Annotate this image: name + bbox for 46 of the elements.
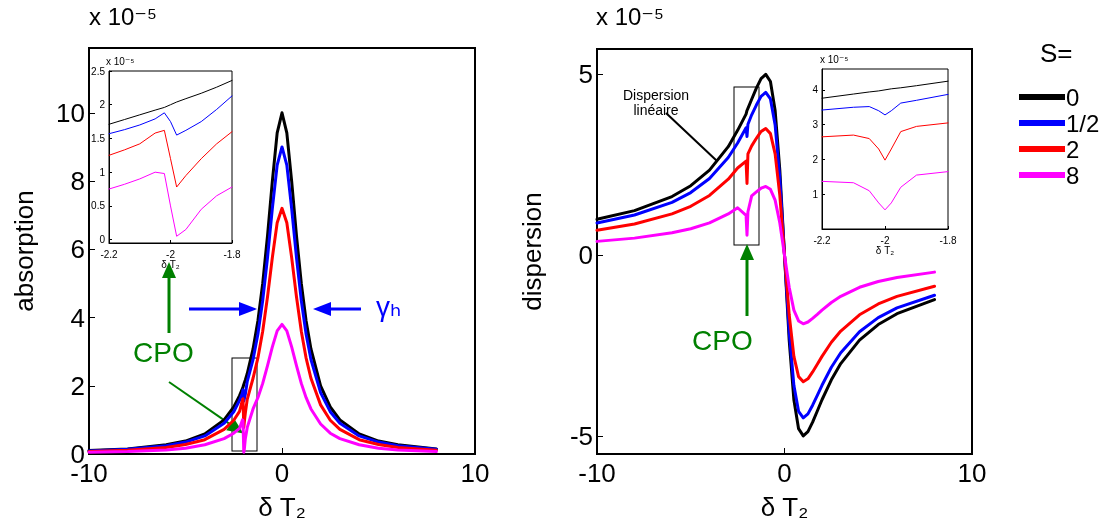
x-tick-label: -2.2 xyxy=(100,248,119,260)
y-tick-label: 10 xyxy=(56,97,85,128)
y-tick-label: 4 xyxy=(70,302,85,333)
x-tick-label: -2 xyxy=(166,248,176,260)
legend-label: 8 xyxy=(1066,161,1080,189)
x-axis-title: δ T₂ xyxy=(258,492,306,522)
y-tick-label: 2 xyxy=(70,370,85,401)
y-tick-label: 5 xyxy=(578,59,593,90)
legend-label: 1/2 xyxy=(1066,109,1100,137)
y-tick-label: 2 xyxy=(99,99,106,111)
y-axis-title: absorption xyxy=(9,190,39,312)
text: x 10⁻⁵ xyxy=(89,3,157,30)
x-tick-label: 10 xyxy=(957,458,987,488)
x-tick-label: -2 xyxy=(880,234,890,246)
annotation: CPO xyxy=(133,337,194,368)
y-tick-label: 8 xyxy=(70,166,85,197)
y-tick-label: 1 xyxy=(99,166,106,178)
x-axis-title: δ T₂ xyxy=(161,259,180,271)
legend-label: 0 xyxy=(1066,83,1080,111)
x-tick-label: -1.8 xyxy=(939,234,958,246)
annotation: x 10⁻⁵ xyxy=(106,56,135,68)
y-tick-label: 6 xyxy=(70,234,85,265)
x-tick-label: 10 xyxy=(460,458,490,488)
y-axis-title: dispersion xyxy=(517,192,547,311)
x-axis-title: δ T₂ xyxy=(875,245,895,257)
annotation: x 10⁻⁵ xyxy=(820,54,849,66)
x-tick-label: 0 xyxy=(777,458,792,488)
y-tick-label: 2.5 xyxy=(91,65,106,77)
text: x 10⁻⁵ xyxy=(596,3,664,30)
y-tick-label: 1 xyxy=(812,188,819,200)
annotation: CPO xyxy=(692,325,753,356)
y-tick-label: 3 xyxy=(812,119,819,131)
y-tick-label: 2 xyxy=(812,153,819,165)
y-tick-label: 0.5 xyxy=(91,200,106,212)
x-tick-label: -2.2 xyxy=(813,234,832,246)
y-tick-label: 1.5 xyxy=(91,132,106,144)
y-tick-label: -5 xyxy=(569,420,593,451)
x-tick-label: 0 xyxy=(274,458,290,488)
y-tick-label: 4 xyxy=(812,84,819,96)
annotation: γₕ xyxy=(376,291,402,322)
x-tick-label: -1.8 xyxy=(223,248,242,260)
annotation: Dispersion linéaire xyxy=(621,87,691,118)
x-axis-title: δ T₂ xyxy=(760,492,809,522)
legend-title: S= xyxy=(1040,38,1073,68)
x-tick-label: -10 xyxy=(578,458,616,488)
legend-label: 2 xyxy=(1066,135,1080,163)
